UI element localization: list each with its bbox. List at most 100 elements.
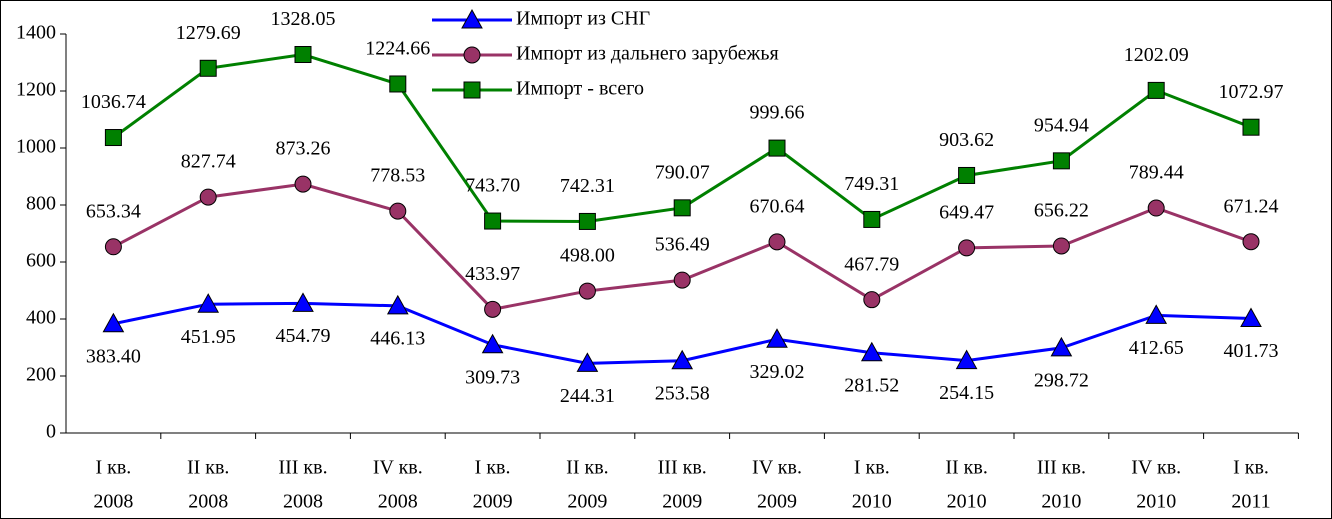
- data-label: 743.70: [465, 175, 520, 197]
- data-point: [199, 188, 217, 206]
- data-point: [766, 328, 788, 348]
- legend-label: Импорт - всего: [516, 78, 644, 100]
- data-label: 1224.66: [365, 38, 430, 60]
- data-point: [1052, 152, 1070, 170]
- data-label: 254.15: [939, 382, 994, 404]
- data-label: 1279.69: [176, 22, 241, 44]
- x-tick-label: 2009: [757, 491, 797, 513]
- x-tick-label: II кв.: [945, 457, 987, 479]
- data-label: 671.24: [1224, 195, 1279, 217]
- data-label: 778.53: [370, 165, 425, 187]
- data-point: [1145, 304, 1168, 324]
- data-label: 253.58: [655, 382, 710, 404]
- data-point: [1147, 81, 1165, 99]
- data-point: [102, 312, 125, 333]
- data-point: [389, 75, 407, 93]
- data-label: 1328.05: [271, 8, 336, 30]
- x-tick-label: IV кв.: [373, 457, 423, 479]
- data-point: [104, 129, 122, 147]
- x-tick-label: 2008: [283, 491, 323, 513]
- data-label: 954.94: [1034, 114, 1089, 136]
- data-label: 244.31: [560, 385, 615, 407]
- x-tick-label: 2008: [188, 491, 228, 513]
- data-point: [481, 333, 504, 354]
- data-point: [104, 238, 122, 256]
- y-tick-label: 1400: [16, 22, 56, 44]
- x-tick-label: 2010: [1136, 491, 1176, 513]
- data-label: 670.64: [750, 195, 805, 217]
- data-label: 749.31: [844, 173, 899, 195]
- data-label: 446.13: [370, 327, 425, 349]
- data-label: 873.26: [276, 138, 331, 160]
- data-point: [768, 233, 786, 251]
- data-point: [576, 352, 599, 372]
- x-tick-label: III кв.: [658, 457, 707, 479]
- data-point: [1052, 237, 1070, 255]
- data-point: [386, 294, 409, 315]
- data-point: [1147, 199, 1165, 217]
- data-point: [860, 341, 883, 362]
- data-point: [197, 293, 220, 313]
- y-tick-label: 200: [26, 364, 56, 386]
- data-point: [1242, 118, 1260, 136]
- data-label: 329.02: [750, 361, 805, 383]
- data-point: [484, 300, 502, 318]
- x-tick-label: II кв.: [187, 457, 229, 479]
- data-label: 649.47: [939, 201, 994, 223]
- data-point: [1242, 233, 1260, 251]
- x-tick-label: II кв.: [566, 457, 608, 479]
- y-tick-label: 600: [26, 250, 56, 272]
- data-label: 1036.74: [81, 91, 146, 113]
- data-point: [389, 202, 407, 220]
- data-label: 383.40: [86, 345, 141, 367]
- x-tick-label: I кв.: [854, 457, 890, 479]
- data-label: 298.72: [1034, 369, 1089, 391]
- legend-label: Импорт из дальнего зарубежья: [516, 43, 779, 65]
- data-point: [199, 59, 217, 77]
- data-label: 536.49: [655, 234, 710, 256]
- x-tick-label: I кв.: [95, 457, 131, 479]
- x-tick-label: I кв.: [475, 457, 511, 479]
- data-point: [863, 291, 881, 309]
- data-label: 789.44: [1129, 162, 1184, 184]
- data-point: [1050, 336, 1073, 357]
- data-label: 827.74: [181, 151, 236, 173]
- x-tick-label: 2010: [1041, 491, 1081, 513]
- data-point: [958, 239, 976, 257]
- x-tick-label: 2011: [1231, 491, 1270, 513]
- legend-marker: [461, 8, 483, 29]
- data-label: 309.73: [465, 366, 520, 388]
- data-point: [578, 212, 596, 230]
- data-point: [673, 271, 691, 289]
- data-point: [863, 210, 881, 228]
- data-point: [578, 282, 596, 300]
- x-tick-label: III кв.: [278, 457, 327, 479]
- data-label: 454.79: [276, 325, 331, 347]
- y-tick-label: 400: [26, 307, 56, 329]
- legend-label: Импорт из СНГ: [516, 8, 650, 30]
- data-point: [294, 175, 312, 193]
- data-label: 1072.97: [1219, 81, 1284, 103]
- data-point: [673, 199, 691, 217]
- data-point: [768, 139, 786, 157]
- data-point: [294, 46, 312, 64]
- data-point: [955, 349, 978, 370]
- x-tick-label: I кв.: [1233, 457, 1269, 479]
- data-point: [292, 292, 314, 312]
- x-tick-label: 2010: [852, 491, 892, 513]
- legend-marker: [463, 46, 481, 64]
- data-label: 401.73: [1224, 340, 1279, 362]
- data-point: [671, 349, 694, 370]
- x-tick-label: 2009: [567, 491, 607, 513]
- data-label: 742.31: [560, 175, 615, 197]
- data-point: [1240, 307, 1262, 328]
- x-tick-label: 2008: [93, 491, 133, 513]
- data-label: 903.62: [939, 129, 994, 151]
- data-label: 281.52: [844, 374, 899, 396]
- y-tick-label: 0: [46, 421, 56, 443]
- data-label: 498.00: [560, 245, 615, 267]
- data-label: 412.65: [1129, 337, 1184, 359]
- data-label: 451.95: [181, 326, 236, 348]
